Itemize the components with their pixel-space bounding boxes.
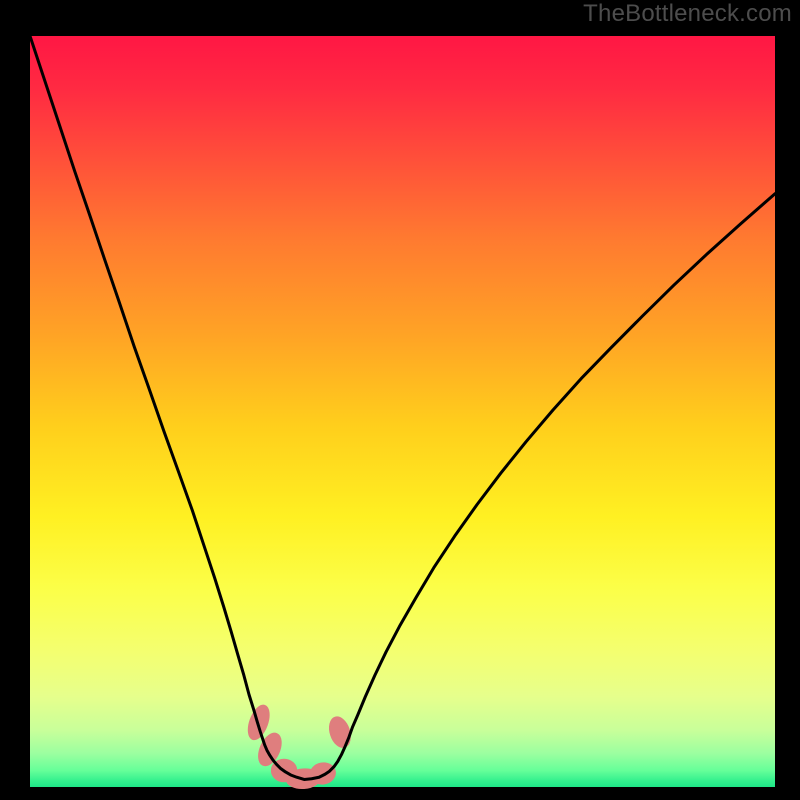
plot-area (30, 36, 775, 787)
curve-layer (30, 36, 775, 787)
plot-frame (24, 30, 781, 793)
attribution-label: TheBottleneck.com (583, 0, 792, 28)
bottleneck-curve (30, 36, 775, 779)
